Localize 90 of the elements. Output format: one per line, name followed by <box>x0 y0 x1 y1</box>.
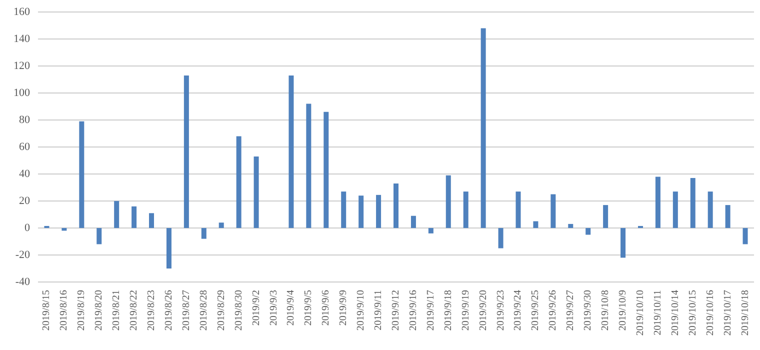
bar <box>672 192 678 228</box>
x-tick-label: 2019/8/16 <box>58 290 70 331</box>
bar <box>446 175 451 228</box>
x-tick-label: 2019/8/29 <box>216 290 227 331</box>
bar <box>79 121 84 228</box>
x-tick-label: 2019/10/17 <box>722 290 734 336</box>
x-tick-label: 2019/10/18 <box>740 290 751 336</box>
x-tick-label: 2019/8/15 <box>41 290 52 331</box>
x-tick-label: 2019/8/28 <box>198 290 210 331</box>
bar <box>288 75 294 228</box>
bar <box>516 192 521 228</box>
x-tick-label: 2019/9/25 <box>530 290 542 331</box>
bar <box>166 228 172 268</box>
x-tick-label: 2019/9/16 <box>408 290 419 331</box>
x-tick-label: 2019/9/5 <box>303 290 314 326</box>
x-tick-label: 2019/9/12 <box>390 290 402 331</box>
x-tick-label: 2019/8/21 <box>111 290 122 331</box>
bar <box>533 221 538 228</box>
bar <box>498 228 504 248</box>
x-tick-label: 2019/8/22 <box>128 290 140 331</box>
x-tick-label: 2019/9/18 <box>442 290 454 331</box>
bar <box>586 228 591 235</box>
x-tick-label: 2019/10/16 <box>704 290 716 336</box>
bar <box>655 176 660 228</box>
y-tick-label: -20 <box>15 249 30 261</box>
x-tick-label: 2019/10/9 <box>618 290 629 331</box>
bar <box>603 205 608 228</box>
bar <box>550 194 556 228</box>
bar <box>132 206 137 228</box>
bar <box>708 192 713 228</box>
bar <box>394 183 398 228</box>
x-tick-label: 2019/9/30 <box>582 290 594 331</box>
x-tick-label: 2019/9/11 <box>373 290 384 330</box>
x-tick-label: 2019/8/23 <box>146 290 158 331</box>
x-tick-label: 2019/10/14 <box>670 290 681 336</box>
bar <box>690 178 696 228</box>
bar <box>254 156 259 228</box>
x-tick-label: 2019/8/20 <box>94 290 105 331</box>
bar <box>358 196 364 228</box>
bar <box>376 194 382 228</box>
y-tick-label: -40 <box>15 276 30 288</box>
bar <box>149 213 154 228</box>
bar <box>725 205 730 228</box>
bar <box>218 222 224 228</box>
bar <box>428 228 434 234</box>
bar <box>341 192 346 228</box>
y-tick-label: 20 <box>19 195 30 207</box>
y-tick-label: 140 <box>14 33 30 45</box>
y-tick-label: 60 <box>19 141 30 153</box>
bar <box>742 228 748 244</box>
x-tick-label: 2019/10/8 <box>600 290 612 331</box>
x-tick-label: 2019/9/20 <box>478 290 489 331</box>
y-tick-label: 160 <box>14 6 30 18</box>
x-tick-label: 2019/8/26 <box>163 290 174 331</box>
x-tick-label: 2019/9/26 <box>548 290 559 331</box>
y-tick-label: 0 <box>24 222 30 234</box>
x-tick-label: 2019/9/19 <box>460 290 472 331</box>
x-tick-label: 2019/9/4 <box>286 290 297 326</box>
x-tick-label: 2019/9/27 <box>565 290 576 331</box>
y-tick-label: 80 <box>19 114 30 126</box>
bar <box>114 201 120 228</box>
x-tick-label: 2019/9/6 <box>320 290 332 326</box>
bar <box>236 136 242 228</box>
bar <box>324 112 329 228</box>
bar <box>620 228 626 258</box>
x-tick-label: 2019/9/9 <box>338 290 350 326</box>
x-tick-label: 2019/9/24 <box>512 290 524 331</box>
x-tick-label: 2019/10/15 <box>687 290 698 336</box>
x-tick-label: 2019/8/19 <box>76 290 88 331</box>
x-tick-label: 2019/10/11 <box>652 290 664 336</box>
bar <box>184 75 189 228</box>
bar <box>201 228 206 239</box>
bar <box>96 228 102 244</box>
x-tick-label: 2019/10/10 <box>634 290 646 336</box>
bar <box>463 192 468 228</box>
x-tick-label: 2019/9/17 <box>425 290 436 331</box>
y-tick-label: 120 <box>14 60 30 72</box>
y-tick-label: 40 <box>19 168 30 180</box>
x-tick-label: 2019/9/23 <box>495 290 506 331</box>
bar <box>410 216 416 228</box>
y-tick-label: 100 <box>14 87 30 99</box>
bar <box>62 228 67 231</box>
bar <box>568 224 574 228</box>
x-tick-label: 2019/9/3 <box>268 290 280 326</box>
x-tick-label: 2019/8/30 <box>233 290 244 331</box>
x-tick-label: 2019/8/27 <box>180 290 192 331</box>
bar <box>480 28 486 228</box>
x-tick-label: 2019/9/10 <box>356 290 367 331</box>
x-tick-label: 2019/9/2 <box>250 290 262 326</box>
bar <box>306 104 312 228</box>
